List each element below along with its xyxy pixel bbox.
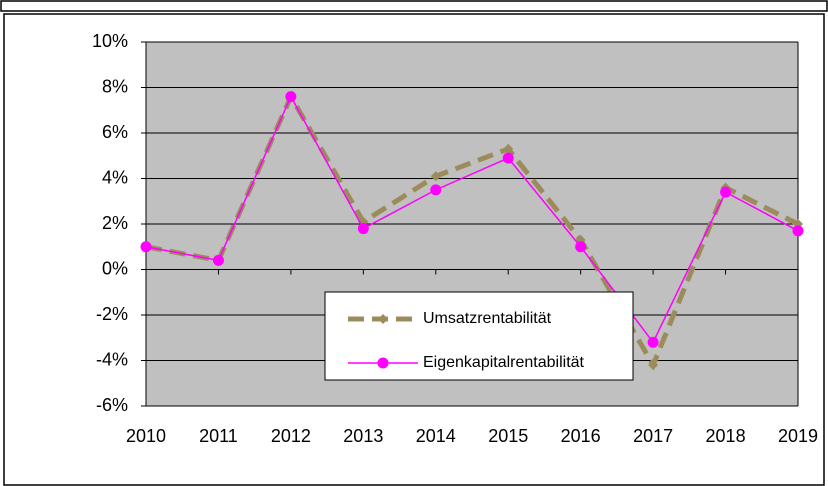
y-tick-label: 8% xyxy=(102,76,128,96)
x-tick-label: 2011 xyxy=(199,426,238,446)
y-tick-label: -6% xyxy=(96,395,128,415)
marker xyxy=(140,241,152,253)
top-strip xyxy=(0,0,828,12)
y-tick-label: 4% xyxy=(102,167,128,187)
marker xyxy=(212,254,224,266)
x-tick-label: 2019 xyxy=(778,426,818,446)
legend-label: Eigenkapitalrentabilität xyxy=(423,354,585,371)
y-tick-label: 0% xyxy=(102,258,128,278)
legend xyxy=(324,291,634,381)
x-tick-label: 2010 xyxy=(126,426,166,446)
marker xyxy=(720,186,732,198)
x-tick-label: 2018 xyxy=(706,426,746,446)
x-tick-label: 2013 xyxy=(343,426,383,446)
y-tick-label: 10% xyxy=(92,31,128,51)
x-tick-label: 2012 xyxy=(271,426,311,446)
marker xyxy=(285,91,297,103)
x-tick-label: 2015 xyxy=(488,426,528,446)
x-tick-label: 2016 xyxy=(561,426,601,446)
x-tick-label: 2014 xyxy=(416,426,456,446)
legend-label: Umsatzrentabilität xyxy=(423,310,552,327)
series-line xyxy=(145,94,799,344)
y-tick-label: -2% xyxy=(96,304,128,324)
marker xyxy=(430,184,442,196)
marker xyxy=(503,143,514,154)
marker xyxy=(357,223,369,235)
x-tick-label: 2017 xyxy=(633,426,673,446)
y-tick-label: 2% xyxy=(102,213,128,233)
y-tick-label: -4% xyxy=(96,349,128,369)
marker xyxy=(575,241,587,253)
marker xyxy=(647,336,659,348)
legend-marker xyxy=(378,314,388,324)
series-line xyxy=(145,91,800,371)
marker xyxy=(648,360,659,371)
marker xyxy=(502,152,514,164)
legend-marker xyxy=(377,357,389,369)
marker xyxy=(792,225,804,237)
marker xyxy=(430,171,441,182)
y-tick-label: 6% xyxy=(102,122,128,142)
